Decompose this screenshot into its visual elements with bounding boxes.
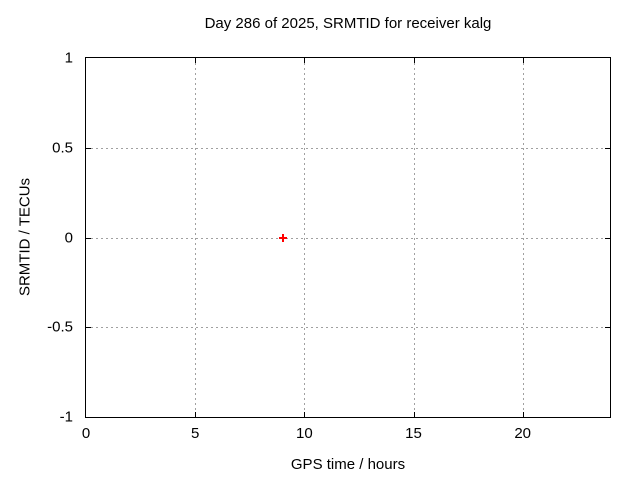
- x-tick-label: 15: [405, 425, 422, 442]
- y-tick-mark: [86, 237, 91, 239]
- x-tick-mark: [195, 412, 197, 417]
- y-tick-label: -0.5: [47, 318, 73, 336]
- plot-area: 0 5 10 15 20 -1 -0.5 0 0.5 1: [47, 51, 611, 441]
- x-tick-mark: [195, 58, 197, 63]
- y-tick-mark: [605, 147, 610, 149]
- y-tick-mark: [86, 327, 91, 329]
- x-tick-label: 10: [295, 425, 313, 442]
- plus-marker-vbar: [281, 233, 284, 242]
- y-tick-mark: [605, 327, 610, 329]
- x-axis-title: GPS time / hours: [290, 456, 406, 473]
- x-tick-mark: [413, 58, 415, 63]
- x-tick-label: 5: [190, 425, 200, 442]
- y-tick-label: -1: [59, 408, 73, 426]
- x-tick-mark: [522, 58, 524, 63]
- x-tick-label: 20: [514, 425, 531, 442]
- y-gridline: [86, 237, 610, 239]
- x-tick-label: 0: [81, 425, 91, 442]
- x-tick-mark: [304, 412, 306, 417]
- y-tick-mark: [86, 147, 91, 149]
- y-gridline: [86, 147, 610, 149]
- x-tick-mark: [413, 412, 415, 417]
- y-axis-title: SRMTID / TECUs: [16, 177, 34, 297]
- y-tick-label: 0.5: [52, 139, 73, 157]
- y-tick-label: 1: [64, 49, 73, 67]
- y-tick-mark: [605, 237, 610, 239]
- x-tick-mark: [522, 412, 524, 417]
- data-point-plus-marker: [278, 233, 287, 242]
- chart-title: Day 286 of 2025, SRMTID for receiver kal…: [204, 15, 492, 32]
- y-tick-label: 0: [64, 229, 73, 246]
- y-gridline: [86, 327, 610, 329]
- x-tick-mark: [304, 58, 306, 63]
